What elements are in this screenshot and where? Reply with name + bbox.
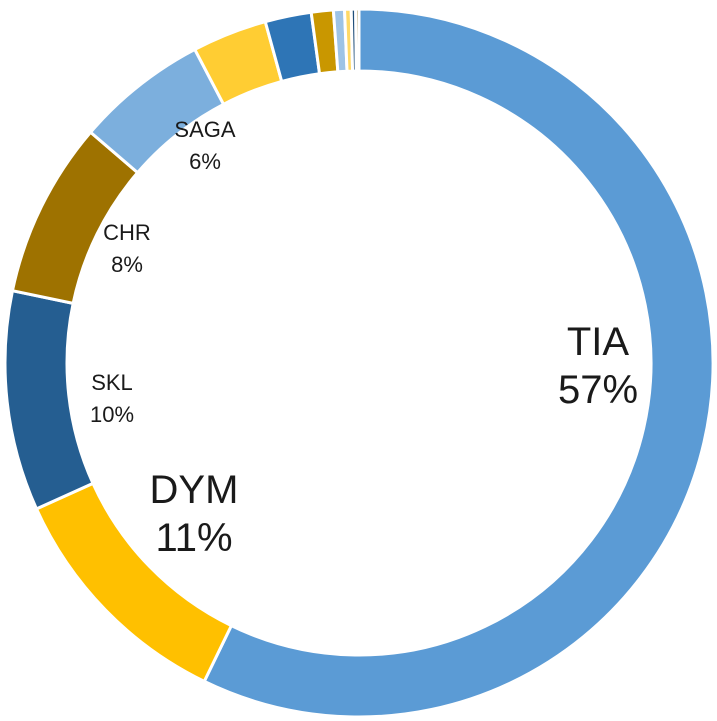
label-dym-name: DYM — [150, 468, 239, 512]
slice-skl — [3, 288, 95, 511]
label-tia-name: TIA — [567, 320, 630, 364]
label-dym-percent: 11% — [155, 516, 232, 560]
label-chr-percent: 8% — [111, 252, 143, 277]
label-saga-name: SAGA — [174, 117, 235, 142]
label-tia-percent: 57% — [558, 368, 638, 412]
label-skl-name: SKL — [91, 370, 133, 395]
label-chr-name: CHR — [103, 220, 151, 245]
label-saga-percent: 6% — [189, 149, 221, 174]
slice-unlabeled-11 — [354, 7, 361, 73]
slice-dym — [34, 481, 234, 684]
slice-group — [3, 7, 715, 719]
label-skl-percent: 10% — [90, 402, 134, 427]
slice-tia — [202, 7, 715, 719]
